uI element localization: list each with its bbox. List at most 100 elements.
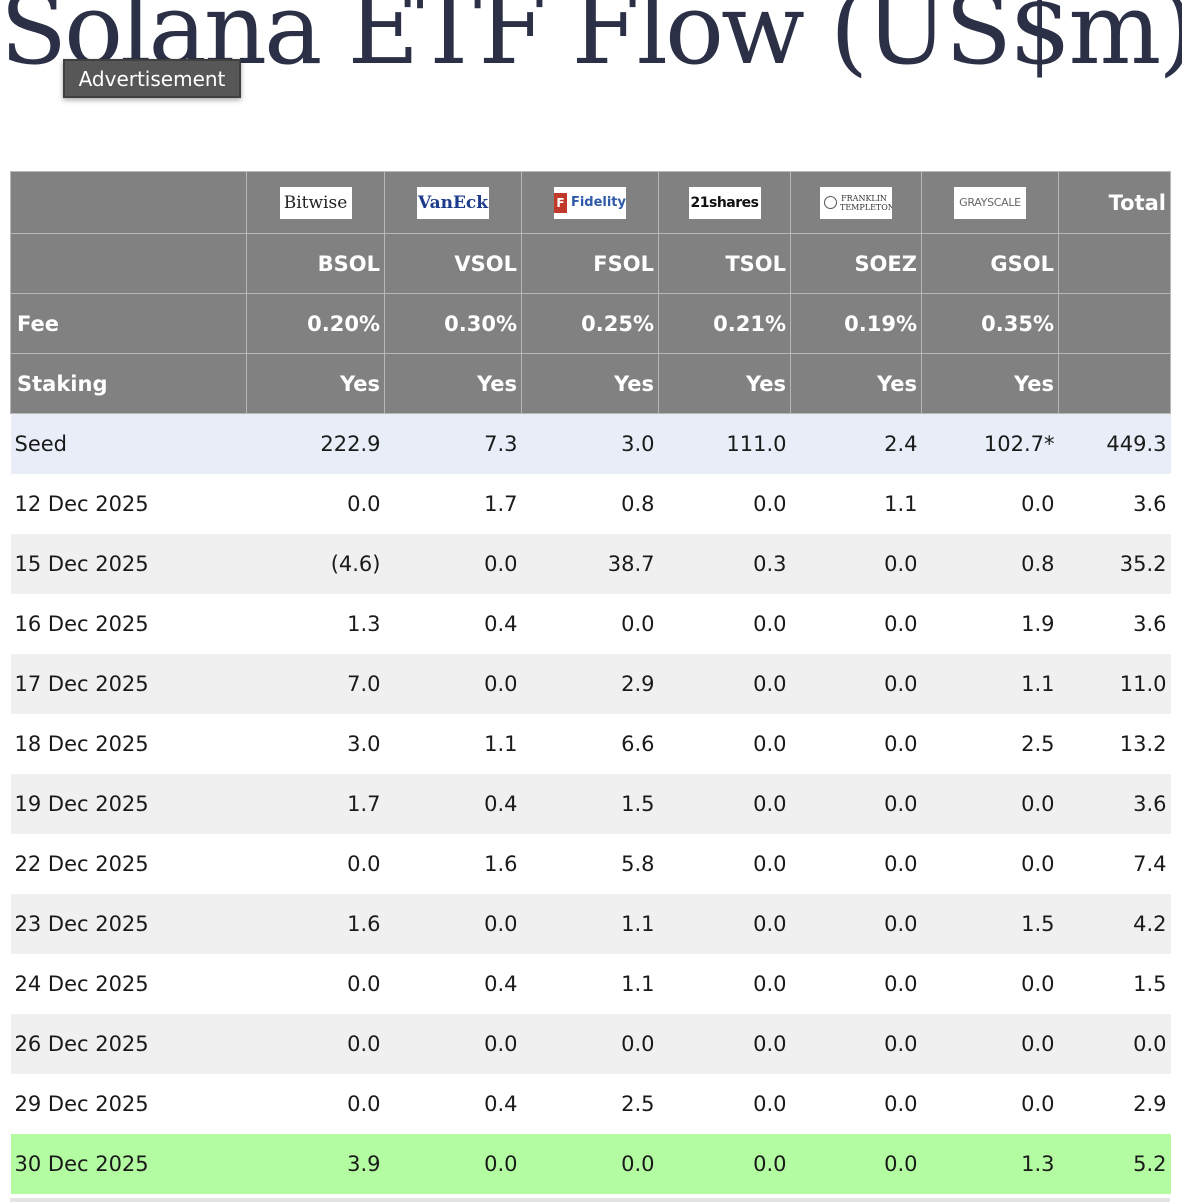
flow-cell: 0.4	[384, 953, 522, 1014]
flow-cell: 0.8	[921, 533, 1059, 594]
flow-cell: 0.0	[658, 833, 791, 894]
flow-cell: 0.0	[384, 1133, 522, 1194]
row-date: 18 Dec 2025	[10, 713, 247, 774]
flow-cell: 1.3	[921, 1133, 1059, 1194]
flow-cell: 0.0	[790, 1013, 922, 1074]
flow-cell: 0.0	[658, 773, 791, 834]
table-row: 29 Dec 2025 0.0 0.4 2.5 0.0 0.0 0.0 2.9	[10, 1073, 1171, 1134]
21shares-logo-cell: 21shares	[658, 171, 791, 234]
flow-cell: 0.0	[658, 953, 791, 1014]
fee-soez: 0.19%	[790, 293, 922, 354]
row-date: 23 Dec 2025	[10, 893, 247, 954]
row-date: 29 Dec 2025	[10, 1073, 247, 1134]
ticker-tsol: TSOL	[658, 233, 791, 294]
table-row: 15 Dec 2025 (4.6) 0.0 38.7 0.3 0.0 0.8 35.2	[10, 533, 1171, 594]
flow-cell: 2.9	[521, 653, 659, 714]
flow-cell: 0.0	[921, 1013, 1059, 1074]
issuer-logo-row: Bitwise VanEck F Fidelity 21shares FRANKL…	[10, 171, 1171, 234]
staking-total-blank	[1058, 353, 1171, 414]
row-total: 13.2	[1058, 713, 1171, 774]
advertisement-badge[interactable]: Advertisement	[63, 59, 241, 98]
grayscale-logo-cell: GRAYSCALE	[921, 171, 1059, 234]
row-total: 5.2	[1058, 1133, 1171, 1194]
table-row: 16 Dec 2025 1.3 0.4 0.0 0.0 0.0 1.9 3.6	[10, 593, 1171, 654]
flow-cell: 0.4	[384, 773, 522, 834]
staking-vsol: Yes	[384, 353, 522, 414]
fee-total-blank	[1058, 293, 1171, 354]
flow-cell: 0.0	[658, 653, 791, 714]
flow-cell: 0.0	[384, 893, 522, 954]
flow-cell: 2.5	[921, 713, 1059, 774]
flow-cell: 7.3	[384, 413, 522, 474]
fee-fsol: 0.25%	[521, 293, 659, 354]
staking-gsol: Yes	[921, 353, 1059, 414]
flow-cell: 0.0	[384, 1013, 522, 1074]
flow-cell: 0.0	[658, 473, 791, 534]
row-total: 2.9	[1058, 1073, 1171, 1134]
flow-cell: (4.6)	[246, 533, 385, 594]
flow-cell: 0.0	[521, 1133, 659, 1194]
ticker-fsol: FSOL	[521, 233, 659, 294]
row-date: 24 Dec 2025	[10, 953, 247, 1014]
fidelity-logo-cell: F Fidelity	[521, 171, 659, 234]
21shares-logo: 21shares	[688, 186, 761, 219]
flow-cell: 0.0	[790, 773, 922, 834]
flow-cell: 0.0	[790, 1073, 922, 1134]
table-bottom-edge	[10, 1198, 1170, 1202]
fidelity-logo-text: Fidelity	[570, 195, 626, 210]
flow-cell: 0.0	[521, 593, 659, 654]
flow-cell: 222.9	[246, 413, 385, 474]
ticker-row: BSOL VSOL FSOL TSOL SOEZ GSOL	[10, 233, 1171, 294]
fee-label: Fee	[10, 293, 247, 354]
flow-cell: 0.8	[521, 473, 659, 534]
seed-row: Seed 222.9 7.3 3.0 111.0 2.4 102.7* 449.3	[10, 413, 1171, 474]
flow-cell: 1.5	[521, 773, 659, 834]
flow-cell: 7.0	[246, 653, 385, 714]
flow-cell: 0.0	[921, 953, 1059, 1014]
header-corner-cell	[10, 171, 247, 234]
flow-cell: 0.0	[921, 773, 1059, 834]
row-date: 22 Dec 2025	[10, 833, 247, 894]
flow-cell: 3.0	[521, 413, 659, 474]
row-date: 12 Dec 2025	[10, 473, 247, 534]
flow-cell: 0.4	[384, 1073, 522, 1134]
fee-gsol: 0.35%	[921, 293, 1059, 354]
row-total: 3.6	[1058, 593, 1171, 654]
fee-vsol: 0.30%	[384, 293, 522, 354]
flow-cell: 3.9	[246, 1133, 385, 1194]
flow-cell: 1.1	[521, 893, 659, 954]
table-row: 18 Dec 2025 3.0 1.1 6.6 0.0 0.0 2.5 13.2	[10, 713, 1171, 774]
table-row: 22 Dec 2025 0.0 1.6 5.8 0.0 0.0 0.0 7.4	[10, 833, 1171, 894]
table-row: 23 Dec 2025 1.6 0.0 1.1 0.0 0.0 1.5 4.2	[10, 893, 1171, 954]
row-total: 0.0	[1058, 1013, 1171, 1074]
ticker-row-label	[10, 233, 247, 294]
flow-cell: 111.0	[658, 413, 791, 474]
ticker-soez: SOEZ	[790, 233, 922, 294]
bitwise-logo: Bitwise	[279, 186, 352, 219]
flow-cell: 6.6	[521, 713, 659, 774]
flow-cell: 1.6	[246, 893, 385, 954]
row-date: 17 Dec 2025	[10, 653, 247, 714]
row-total: 449.3	[1058, 413, 1171, 474]
flow-cell: 1.7	[246, 773, 385, 834]
staking-soez: Yes	[790, 353, 922, 414]
etf-flow-table: Bitwise VanEck F Fidelity 21shares FRANKL…	[10, 171, 1171, 1194]
table-row: 12 Dec 2025 0.0 1.7 0.8 0.0 1.1 0.0 3.6	[10, 473, 1171, 534]
row-total: 3.6	[1058, 473, 1171, 534]
flow-cell: 0.0	[790, 713, 922, 774]
flow-cell: 2.5	[521, 1073, 659, 1134]
row-date: 16 Dec 2025	[10, 593, 247, 654]
flow-cell: 0.0	[790, 893, 922, 954]
flow-cell: 0.0	[921, 833, 1059, 894]
row-date: 30 Dec 2025	[10, 1133, 247, 1194]
flow-cell: 0.0	[246, 1073, 385, 1134]
ticker-total-blank	[1058, 233, 1171, 294]
franklin-templeton-logo-cell: FRANKLIN TEMPLETON	[790, 171, 922, 234]
flow-cell: 0.3	[658, 533, 791, 594]
table-row: 24 Dec 2025 0.0 0.4 1.1 0.0 0.0 0.0 1.5	[10, 953, 1171, 1014]
fee-bsol: 0.20%	[246, 293, 385, 354]
flow-cell: 1.3	[246, 593, 385, 654]
flow-cell: 0.0	[921, 1073, 1059, 1134]
flow-cell: 102.7*	[921, 413, 1059, 474]
flow-cell: 1.1	[921, 653, 1059, 714]
